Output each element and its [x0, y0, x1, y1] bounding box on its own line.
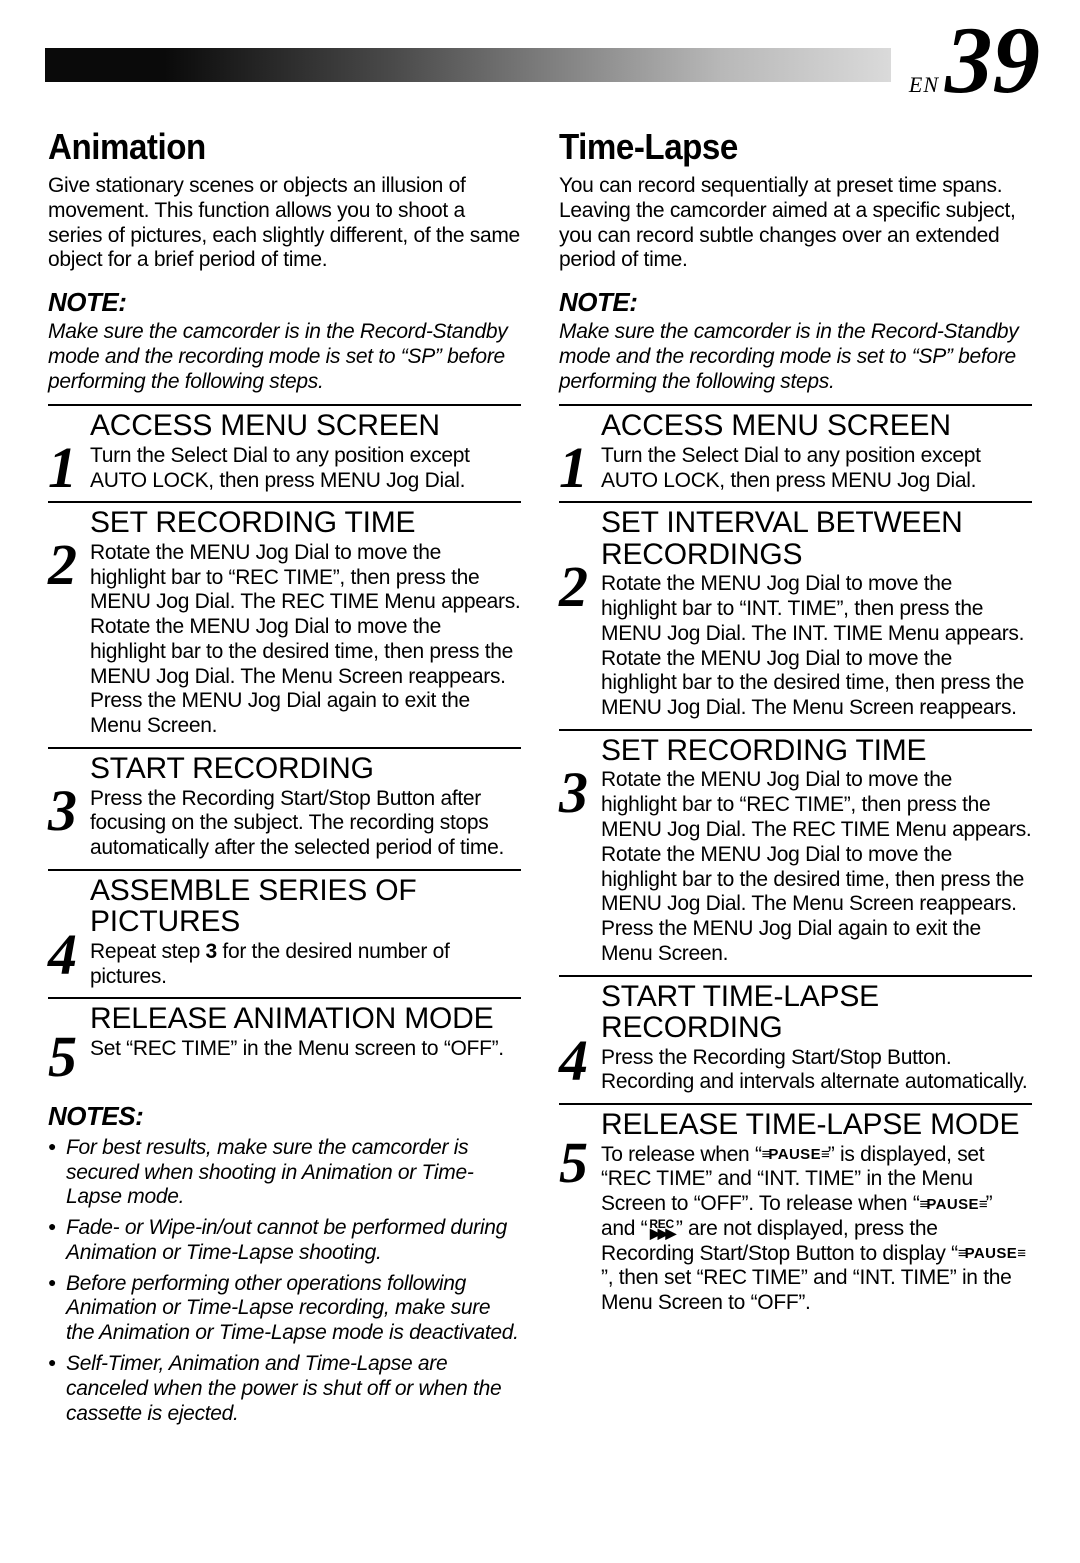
step-number: 5 [48, 1035, 90, 1079]
step-5: 5 RELEASE TIME-LAPSE MODE To release whe… [559, 1109, 1032, 1316]
step-heading: SET RECORDING TIME [90, 507, 521, 539]
note-heading: NOTE: [48, 287, 521, 318]
step-text: Turn the Select Dial to any position exc… [601, 444, 1032, 494]
pause-icon: ≡PAUSE≡ [920, 1196, 986, 1214]
step-text: To release when “≡PAUSE≡” is displayed, … [601, 1143, 1032, 1316]
step-heading: ACCESS MENU SCREEN [601, 410, 1032, 442]
section-title-timelapse: Time-Lapse [559, 126, 994, 168]
note-item: Before performing other operations follo… [48, 1272, 521, 1346]
step-number: 1 [48, 446, 90, 490]
divider [559, 729, 1032, 731]
step-heading: RELEASE TIME-LAPSE MODE [601, 1109, 1032, 1141]
step-4: 4 START TIME-LAPSE RECORDING Press the R… [559, 981, 1032, 1096]
step-heading: SET INTERVAL BETWEEN RECORDINGS [601, 507, 1032, 570]
note-text: Make sure the camcorder is in the Record… [48, 320, 521, 394]
divider [48, 747, 521, 749]
step-heading: START TIME-LAPSE RECORDING [601, 981, 1032, 1044]
note-heading: NOTE: [559, 287, 1032, 318]
step-4: 4 ASSEMBLE SERIES OF PICTURES Repeat ste… [48, 875, 521, 990]
text-part: ”, then set “REC TIME” and “INT. TIME” i… [601, 1266, 1012, 1314]
step-heading: ASSEMBLE SERIES OF PICTURES [90, 875, 521, 938]
note-text: Make sure the camcorder is in the Record… [559, 320, 1032, 394]
step-text: Rotate the MENU Jog Dial to move the hig… [601, 768, 1032, 966]
divider [559, 975, 1032, 977]
step-text: Press the Recording Start/Stop Button af… [90, 787, 521, 861]
notes-heading: NOTES: [48, 1101, 521, 1132]
page-number-value: 39 [945, 7, 1040, 113]
step-number: 2 [48, 543, 90, 587]
divider [48, 404, 521, 406]
step-number: 5 [559, 1141, 601, 1185]
step-heading: SET RECORDING TIME [601, 735, 1032, 767]
step-text: Turn the Select Dial to any position exc… [90, 444, 521, 494]
note-item: Fade- or Wipe-in/out cannot be performed… [48, 1216, 521, 1266]
section-title-animation: Animation [48, 126, 483, 168]
note-item: For best results, make sure the camcorde… [48, 1136, 521, 1210]
animation-intro: Give stationary scenes or objects an ill… [48, 174, 521, 273]
text-part: To release when “ [601, 1143, 762, 1166]
divider [48, 501, 521, 503]
notes-list: For best results, make sure the camcorde… [48, 1136, 521, 1426]
timelapse-intro: You can record sequentially at preset ti… [559, 174, 1032, 273]
note-item: Self-Timer, Animation and Time-Lapse are… [48, 1352, 521, 1426]
step-text: Set “REC TIME” in the Menu screen to “OF… [90, 1037, 521, 1062]
left-column: Animation Give stationary scenes or obje… [48, 126, 521, 1432]
step-number: 4 [48, 933, 90, 977]
step-1: 1 ACCESS MENU SCREEN Turn the Select Dia… [559, 410, 1032, 493]
step-text: Rotate the MENU Jog Dial to move the hig… [601, 572, 1032, 721]
page-header: EN39 [45, 30, 1040, 120]
divider [48, 997, 521, 999]
lang-label: EN [909, 72, 939, 97]
step-text: Press the Recording Start/Stop Button. R… [601, 1046, 1032, 1096]
step-heading: START RECORDING [90, 753, 521, 785]
step-number: 1 [559, 446, 601, 490]
divider [559, 404, 1032, 406]
divider [559, 501, 1032, 503]
step-number: 4 [559, 1039, 601, 1083]
step-number: 3 [559, 771, 601, 815]
page-number: EN39 [891, 18, 1040, 104]
step-1: 1 ACCESS MENU SCREEN Turn the Select Dia… [48, 410, 521, 493]
step-heading: ACCESS MENU SCREEN [90, 410, 521, 442]
step-number: 2 [559, 565, 601, 609]
right-column: Time-Lapse You can record sequentially a… [559, 126, 1032, 1432]
pause-icon: ≡PAUSE≡ [958, 1245, 1024, 1263]
step-3: 3 SET RECORDING TIME Rotate the MENU Jog… [559, 735, 1032, 967]
divider [559, 1103, 1032, 1105]
step-heading: RELEASE ANIMATION MODE [90, 1003, 521, 1035]
pause-icon: ≡PAUSE≡ [762, 1146, 828, 1164]
step-number: 3 [48, 789, 90, 833]
step-5: 5 RELEASE ANIMATION MODE Set “REC TIME” … [48, 1003, 521, 1079]
step-3: 3 START RECORDING Press the Recording St… [48, 753, 521, 861]
divider [48, 869, 521, 871]
step-2: 2 SET INTERVAL BETWEEN RECORDINGS Rotate… [559, 507, 1032, 721]
step-2: 2 SET RECORDING TIME Rotate the MENU Jog… [48, 507, 521, 739]
step-text: Repeat step 3 for the desired number of … [90, 940, 521, 990]
step-text: Rotate the MENU Jog Dial to move the hig… [90, 541, 521, 739]
rec-icon: REC▶▶▶ [649, 1220, 673, 1238]
